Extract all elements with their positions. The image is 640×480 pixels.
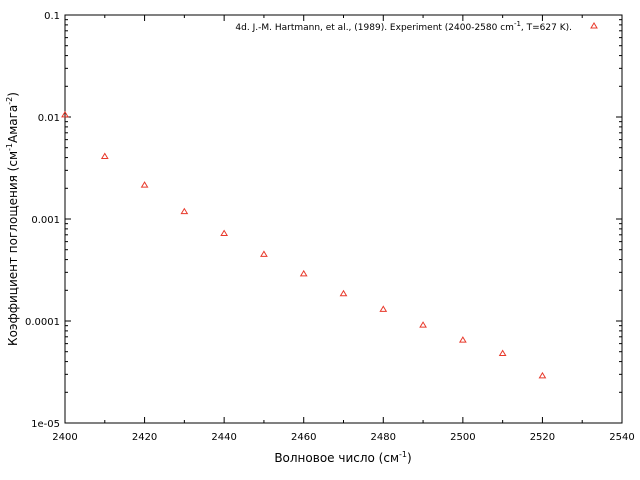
y-tick-label: 0.0001 [25,317,60,328]
y-tick-labels: 1e-05 0.0001 0.001 0.01 0.1 [25,11,60,430]
x-tick-label: 2440 [211,432,236,443]
x-axis-label: Волновое число (см-1) [274,450,411,465]
x-tick-label: 2520 [530,432,555,443]
legend-label: 4d. J.-M. Hartmann, et al., (1989). Expe… [235,20,572,33]
data-point [260,250,268,257]
data-point [140,181,149,188]
data-point [538,371,547,379]
data-point [498,349,507,357]
data-point [339,289,348,297]
x-tick-label: 2400 [52,432,77,443]
y-axis-label: Коэффициент поглощения (см-1Амага-2) [5,92,20,346]
data-points [61,110,547,379]
x-tick-label: 2480 [371,432,396,443]
x-tick-label: 2500 [450,432,475,443]
legend-triangle [590,22,598,29]
data-point [220,229,229,237]
data-point [61,110,69,118]
data-point [419,321,427,328]
x-tick-label: 2460 [291,432,316,443]
plot-frame [64,14,623,424]
y-tick-label: 0.001 [31,215,60,226]
tick-marks [64,14,623,424]
x-tick-labels: 2400 2420 2440 2460 2480 2500 2520 2540 [52,432,634,443]
legend-marker [590,22,598,29]
x-tick-label: 2420 [132,432,157,443]
data-point [299,269,308,277]
y-tick-label: 1e-05 [31,419,60,430]
y-tick-label: 0.1 [44,11,60,22]
y-tick-label: 0.01 [38,113,60,124]
x-tick-label: 2540 [609,432,634,443]
data-point [379,305,388,312]
data-point [458,336,467,343]
data-point [100,152,109,159]
data-point [180,207,189,215]
